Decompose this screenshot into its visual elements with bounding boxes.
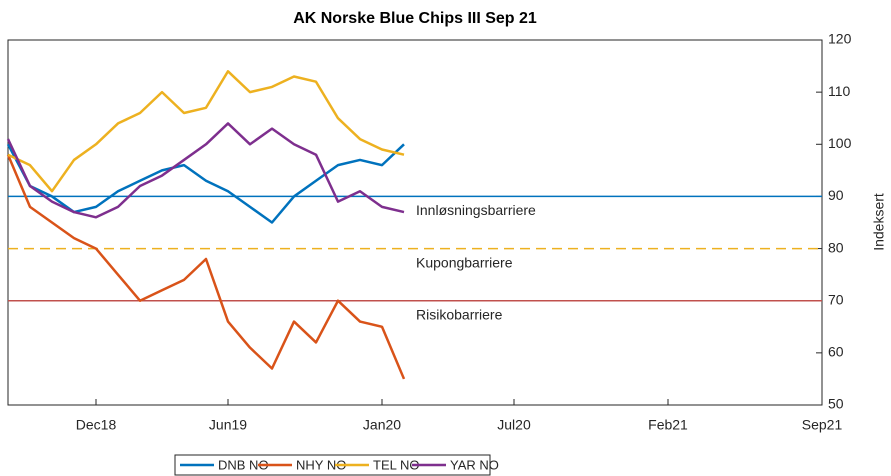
y-axis-label: Indeksert <box>871 193 887 251</box>
series-line <box>6 122 405 219</box>
legend-label: DNB NO <box>218 457 269 472</box>
reference-label: Innløsningsbarriere <box>416 202 536 218</box>
x-tick-label: Jun19 <box>209 417 247 433</box>
legend-label: YAR NO <box>450 457 499 472</box>
x-tick-label: Sep21 <box>802 417 843 433</box>
x-tick-label: Feb21 <box>648 417 688 433</box>
y-tick-label: 110 <box>828 83 851 99</box>
plot-frame <box>7 39 823 406</box>
y-tick-label: 80 <box>828 239 844 255</box>
y-tick-label: 70 <box>828 291 844 307</box>
y-tick-label: 50 <box>828 396 844 412</box>
legend-box <box>174 454 491 476</box>
reference-label: Kupongbarriere <box>416 254 513 270</box>
x-tick-label: Dec18 <box>76 417 117 433</box>
reference-label: Risikobarriere <box>416 306 503 322</box>
series-line <box>6 154 406 380</box>
x-tick-label: Jul20 <box>497 417 531 433</box>
legend-label: NHY NO <box>296 457 346 472</box>
series-line <box>7 70 405 193</box>
x-tick-label: Jan20 <box>363 417 401 433</box>
y-tick-label: 100 <box>828 135 852 151</box>
chart-title: AK Norske Blue Chips III Sep 21 <box>293 10 537 27</box>
y-tick-label: 120 <box>828 31 852 47</box>
series-line <box>6 143 405 224</box>
y-tick-label: 90 <box>828 187 844 203</box>
y-tick-label: 60 <box>828 344 844 360</box>
legend-label: TEL NO <box>373 457 419 472</box>
